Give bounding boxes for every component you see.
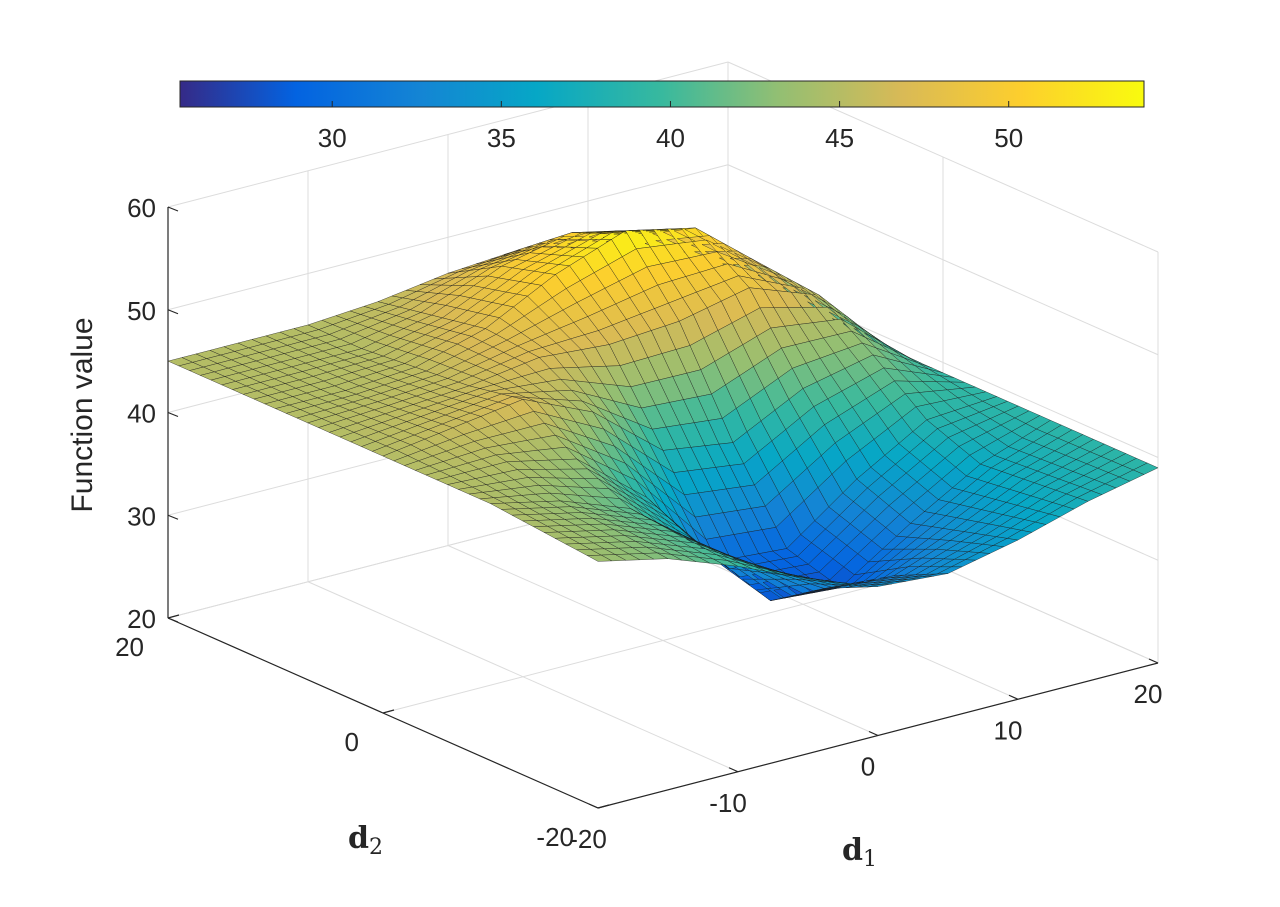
- x-tick-mark: [1008, 694, 1019, 700]
- colorbar-tick-label: 30: [318, 123, 347, 153]
- z-axis-title: Function value: [66, 317, 99, 512]
- x-tick-mark: [588, 803, 599, 809]
- colorbar-tick-label: 45: [825, 123, 854, 153]
- axes: [167, 206, 1159, 809]
- x-tick-mark: [1148, 658, 1159, 664]
- colorbar-gradient: [179, 80, 1145, 108]
- colorbar-tick-label: 40: [656, 123, 685, 153]
- z-tick-mark: [167, 411, 179, 418]
- x-tick-label: 10: [994, 715, 1023, 745]
- z-tick-label: 30: [127, 501, 156, 531]
- y-axis-title: d2: [348, 821, 383, 860]
- x-axis-title: d1: [842, 833, 877, 872]
- x-axis-title-subscript: 1: [863, 847, 877, 872]
- z-tick-label: 40: [127, 399, 156, 429]
- z-tick-mark: [167, 617, 179, 623]
- x-tick-mark: [868, 730, 879, 737]
- x-tick-label: -20: [569, 824, 607, 854]
- gridline: [382, 567, 944, 714]
- z-tick-mark: [167, 206, 179, 212]
- colorbar-tick-label: 50: [994, 123, 1023, 153]
- surface: [167, 227, 1159, 601]
- x-axis-title-main: d: [842, 833, 863, 868]
- colorbar-tick-label: 35: [487, 123, 516, 153]
- surface-patch: [1132, 462, 1159, 475]
- colorbar: 30 35 40 45 50: [179, 80, 1145, 153]
- x-tick-label: 0: [861, 752, 875, 782]
- y-axis-title-subscript: 2: [369, 835, 383, 860]
- z-tick-label: 60: [127, 193, 156, 223]
- x-tick-label: -10: [709, 788, 747, 818]
- colorbar-ticks: 30 35 40 45 50: [318, 101, 1023, 153]
- z-tick-label: 20: [127, 604, 156, 634]
- y-tick-mark: [382, 709, 395, 714]
- y-tick-label: -20: [536, 822, 574, 852]
- y-axis-title-main: d: [348, 821, 369, 856]
- z-tick-label: 50: [127, 296, 156, 326]
- y-tick-mark: [597, 804, 610, 809]
- z-tick-mark: [167, 309, 179, 315]
- x-tick-mark: [728, 767, 739, 773]
- z-tick-mark: [167, 514, 179, 520]
- y-tick-mark: [167, 614, 180, 619]
- x-tick-label: 20: [1134, 679, 1163, 709]
- y-tick-label: 0: [345, 727, 359, 757]
- y-tick-label: 20: [115, 632, 144, 662]
